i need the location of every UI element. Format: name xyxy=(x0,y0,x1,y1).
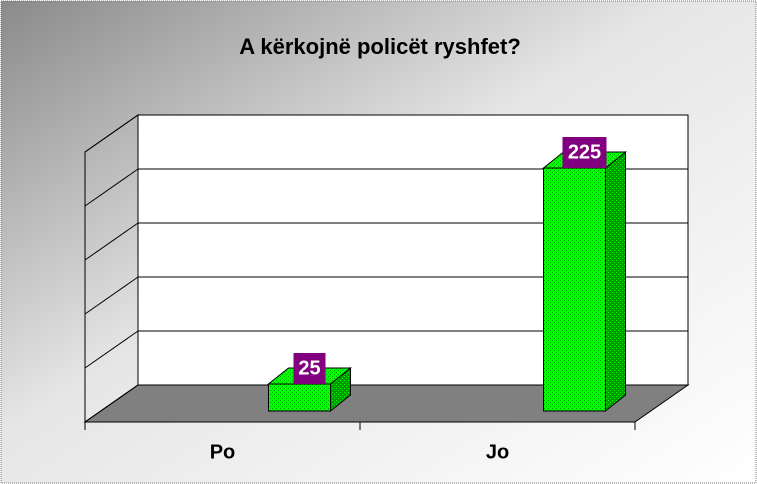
bar-side xyxy=(605,150,626,413)
x-tick-label: Po xyxy=(210,441,236,463)
value-label: 225 xyxy=(568,141,601,163)
bar-front xyxy=(543,167,606,412)
grid-line-side xyxy=(84,168,139,207)
value-label: 25 xyxy=(298,357,320,379)
value-label-box xyxy=(293,353,326,384)
bar xyxy=(542,150,627,413)
chart-title: A kërkojnë policët ryshfet? xyxy=(239,34,521,59)
x-tick-label: Jo xyxy=(486,441,509,463)
grid-line-side xyxy=(84,222,139,261)
grid-line-side xyxy=(84,330,139,369)
grid-line-side xyxy=(84,276,139,315)
value-label-box xyxy=(562,137,607,168)
grid-line-side xyxy=(84,114,139,153)
grid-line-side xyxy=(84,384,139,423)
bar-front xyxy=(268,383,331,412)
bar xyxy=(267,366,352,413)
